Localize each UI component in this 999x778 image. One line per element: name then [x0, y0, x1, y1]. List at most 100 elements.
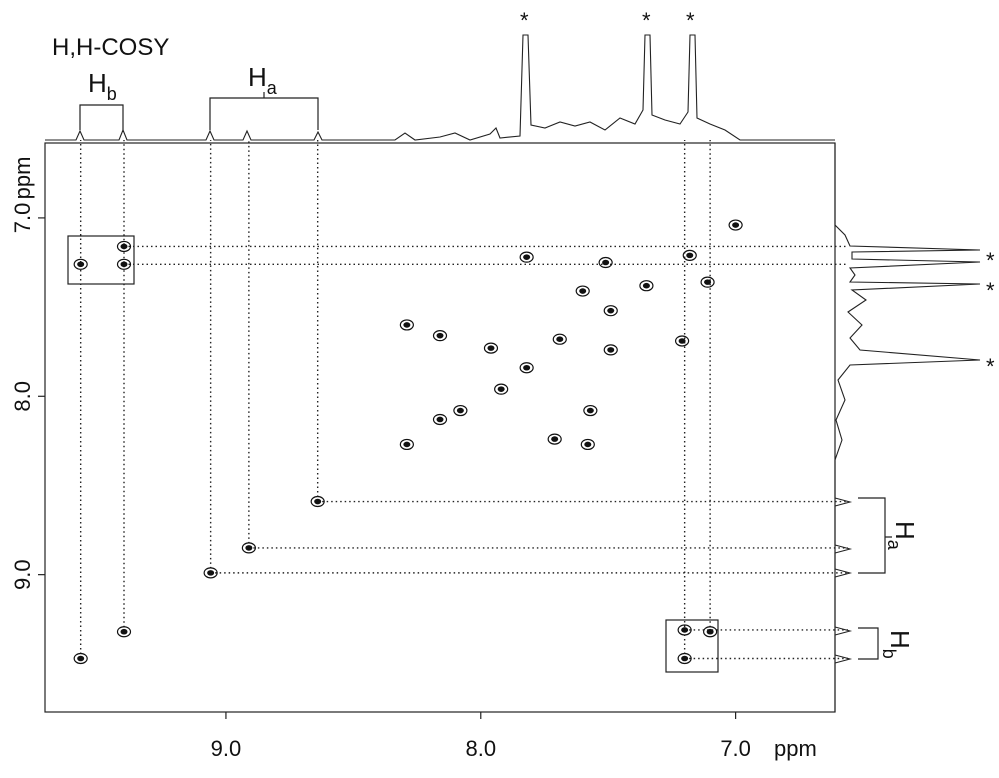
cross-peak	[575, 285, 590, 297]
peak-core	[120, 243, 128, 250]
cross-peak	[310, 495, 325, 508]
peak-contour	[116, 258, 132, 270]
peak-contour	[639, 280, 654, 292]
x-tick-label: 8.0	[465, 736, 496, 761]
label-main: H	[885, 630, 915, 649]
y-axis-unit: ppm	[10, 157, 35, 200]
ha-label: Ha	[884, 521, 920, 551]
cross-peak	[73, 258, 88, 270]
cross-peak	[677, 624, 692, 636]
chart-title: H,H-COSY	[52, 34, 169, 61]
peak-core	[456, 407, 464, 414]
y-tick-label: 7.0	[10, 203, 35, 234]
peak-core	[584, 441, 592, 448]
peak-contour	[116, 240, 132, 253]
peak-core	[681, 655, 689, 662]
plot-frame	[44, 142, 836, 713]
asterisk: *	[986, 248, 995, 273]
peak-contour	[399, 319, 414, 331]
peak-contour	[73, 652, 88, 665]
hb-bracket	[79, 104, 124, 130]
peak-contour	[674, 335, 690, 347]
peak-core	[732, 222, 740, 228]
peak-core	[602, 259, 610, 266]
peak-contour	[453, 404, 468, 417]
peak-core	[207, 570, 215, 576]
hb-label: Hb	[879, 630, 915, 659]
cross-peak	[519, 251, 534, 263]
cross-peak	[203, 567, 218, 579]
ha-bracket	[209, 92, 319, 130]
y-tick-label: 8.0	[10, 381, 35, 412]
peak-contour	[203, 567, 218, 579]
cross-peak	[603, 305, 618, 317]
peak-core	[706, 628, 714, 635]
hb-label: Hb	[88, 68, 117, 104]
peak-core	[681, 627, 689, 633]
peak-core	[579, 288, 587, 294]
peak-core	[403, 441, 411, 448]
label-sub: b	[879, 649, 899, 659]
cross-peak	[116, 626, 132, 638]
peak-contour	[728, 219, 743, 231]
peak-contour	[603, 344, 618, 356]
cross-peak	[399, 319, 414, 331]
peak-core	[120, 628, 128, 635]
cross-peak	[519, 362, 534, 374]
peak-core	[120, 261, 128, 268]
label-main: H	[890, 521, 920, 540]
ha-bracket	[858, 497, 892, 574]
peak-contour	[583, 404, 598, 417]
peak-core	[678, 338, 686, 344]
peak-contour	[519, 362, 534, 374]
peak-contour	[677, 624, 692, 636]
cross-peak	[580, 438, 595, 451]
peak-core	[642, 282, 650, 289]
cross-peak	[432, 413, 448, 426]
peak-core	[77, 261, 85, 268]
peak-core	[497, 386, 505, 392]
peak-contour	[682, 249, 697, 261]
cross-peak	[547, 433, 562, 445]
peak-core	[487, 345, 495, 351]
cross-peak	[603, 344, 618, 356]
label-sub: b	[107, 84, 117, 104]
cross-peak	[674, 335, 690, 347]
peak-core	[523, 254, 531, 260]
hb-box	[67, 235, 135, 285]
cross-peak	[682, 249, 697, 261]
hb-bracket	[858, 627, 879, 660]
peak-contour	[547, 433, 562, 445]
peak-contour	[432, 330, 448, 342]
peak-contour	[73, 258, 88, 270]
peak-core	[436, 416, 444, 423]
peak-core	[436, 332, 444, 339]
cross-peak	[677, 652, 692, 665]
cross-peak	[116, 258, 132, 270]
peak-contour	[116, 626, 132, 638]
peak-contour	[603, 305, 618, 317]
cross-peak	[703, 626, 718, 638]
asterisk: *	[642, 8, 651, 33]
y-tick-label: 9.0	[10, 559, 35, 590]
peak-contour	[432, 413, 448, 426]
peak-core	[551, 436, 559, 442]
cross-peak	[552, 333, 567, 345]
label-main: H	[88, 68, 107, 98]
cross-peak	[483, 342, 499, 354]
cross-peak	[728, 219, 743, 231]
asterisk: *	[986, 354, 995, 379]
peak-core	[314, 498, 322, 505]
top-projection	[45, 34, 835, 141]
cross-peak	[453, 404, 468, 417]
cross-peak	[241, 542, 256, 554]
ha-label: Ha	[248, 62, 278, 98]
peak-contour	[575, 285, 590, 297]
peak-contour	[598, 256, 613, 269]
cross-peak	[399, 438, 414, 451]
peak-contour	[399, 438, 414, 451]
peak-contour	[580, 438, 595, 451]
guides	[79, 140, 848, 660]
cross-peak	[494, 383, 509, 395]
